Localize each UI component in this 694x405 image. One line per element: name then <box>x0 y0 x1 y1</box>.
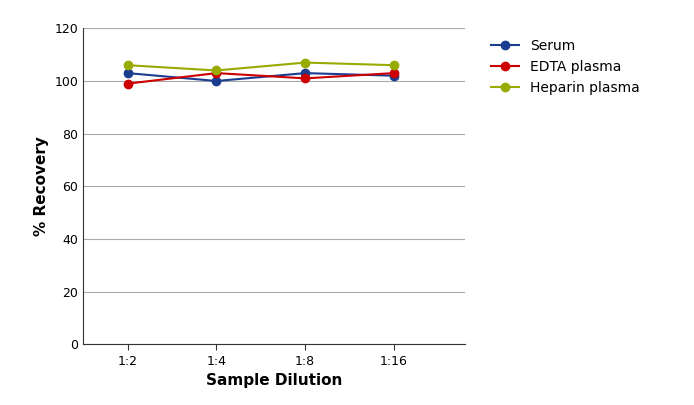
Heparin plasma <box>124 63 132 68</box>
EDTA plasma <box>124 81 132 86</box>
Heparin plasma <box>390 63 398 68</box>
X-axis label: Sample Dilution: Sample Dilution <box>206 373 342 388</box>
Serum <box>301 70 310 75</box>
Y-axis label: % Recovery: % Recovery <box>34 136 49 236</box>
Heparin plasma <box>212 68 221 73</box>
Serum <box>390 73 398 78</box>
Serum <box>124 70 132 75</box>
EDTA plasma <box>390 70 398 75</box>
Serum <box>212 79 221 83</box>
Line: Serum: Serum <box>124 69 398 85</box>
EDTA plasma <box>301 76 310 81</box>
Line: Heparin plasma: Heparin plasma <box>124 58 398 75</box>
Legend: Serum, EDTA plasma, Heparin plasma: Serum, EDTA plasma, Heparin plasma <box>487 35 644 100</box>
Heparin plasma <box>301 60 310 65</box>
EDTA plasma <box>212 70 221 75</box>
Line: EDTA plasma: EDTA plasma <box>124 69 398 88</box>
